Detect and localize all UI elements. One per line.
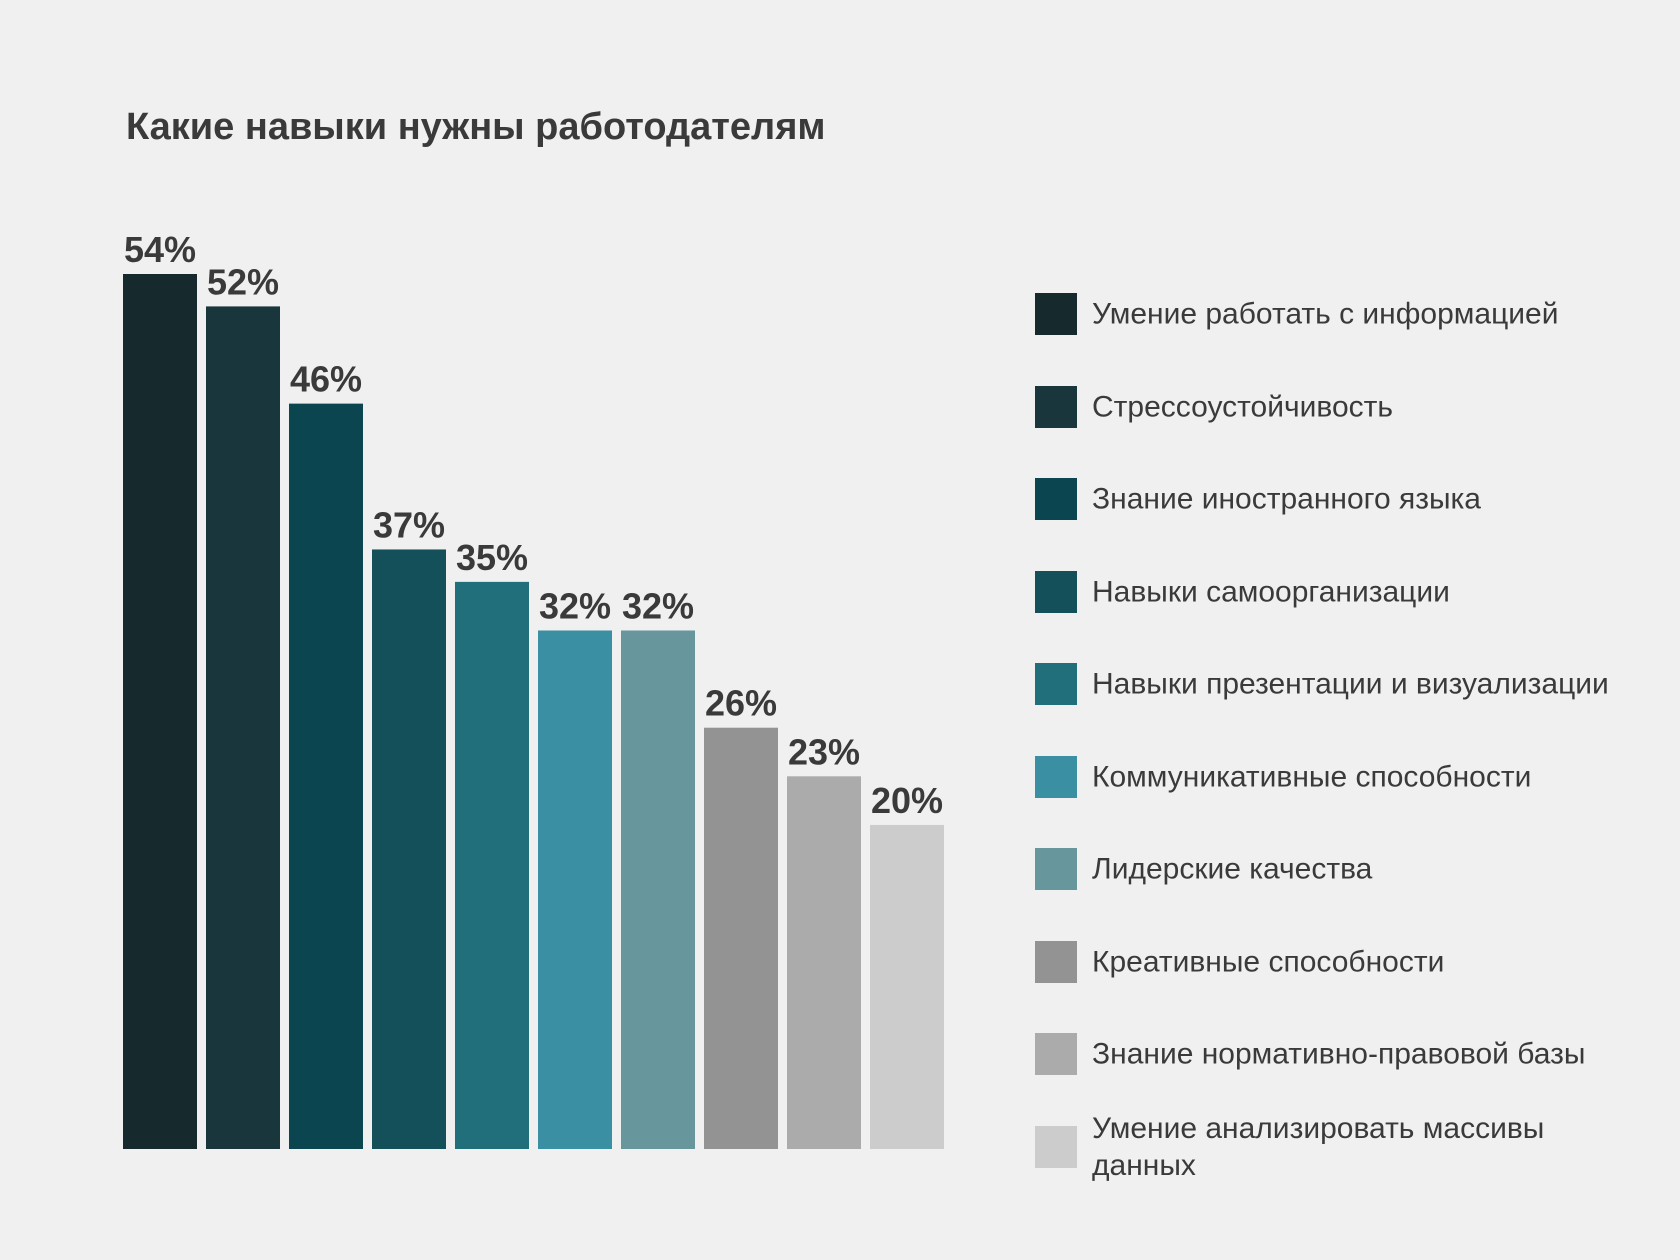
legend-label: Креативные способности <box>1092 945 1445 978</box>
legend-item: Умение работать с информацией <box>1035 268 1635 360</box>
value-label-7: 32% <box>622 585 694 626</box>
legend-swatch <box>1035 1125 1077 1168</box>
legend-label: Навыки самоорганизации <box>1092 575 1450 608</box>
legend-label: Умение работать с информацией <box>1092 297 1559 331</box>
legend-item: Знание иностранного языка <box>1035 453 1635 545</box>
bar-9 <box>787 776 861 1149</box>
bar-3 <box>289 403 363 1149</box>
bar-1 <box>123 274 197 1149</box>
bar-4 <box>372 549 446 1149</box>
legend-item: Знание нормативно-правовой базы <box>1035 1008 1635 1100</box>
legend-label: Лидерские качества <box>1092 852 1373 886</box>
legend-swatch <box>1035 1033 1077 1075</box>
legend-swatch <box>1035 755 1077 798</box>
legend-swatch <box>1035 663 1077 705</box>
legend-swatch <box>1035 385 1077 428</box>
value-label-10: 20% <box>871 780 943 821</box>
value-label-2: 52% <box>207 261 279 302</box>
legend-label: Коммуникативные способности <box>1092 760 1532 793</box>
legend-item: Навыки самоорганизации <box>1035 546 1635 638</box>
bar-2 <box>206 306 280 1149</box>
bar-5 <box>455 581 529 1149</box>
legend-swatch <box>1035 293 1077 335</box>
legend-swatch <box>1035 478 1077 520</box>
legend-label: Умение анализировать массивы данных <box>1092 1111 1545 1182</box>
legend-swatch <box>1035 940 1077 983</box>
bar-10 <box>870 824 944 1149</box>
value-label-6: 32% <box>539 585 611 626</box>
value-label-9: 23% <box>788 731 860 772</box>
value-label-4: 37% <box>373 504 445 545</box>
value-label-1: 54% <box>124 229 196 270</box>
legend-label: Знание нормативно-правовой базы <box>1092 1037 1586 1071</box>
legend-item: Умение анализировать массивы данных <box>1035 1101 1635 1193</box>
legend-swatch <box>1035 848 1077 890</box>
value-label-5: 35% <box>456 537 528 578</box>
legend-item: Креативные способности <box>1035 916 1635 1008</box>
legend-item: Коммуникативные способности <box>1035 731 1635 823</box>
bar-7 <box>621 630 695 1149</box>
legend-label: Стрессоустойчивость <box>1092 390 1394 423</box>
bar-6 <box>538 630 612 1149</box>
legend-item: Стрессоустойчивость <box>1035 361 1635 453</box>
bar-8 <box>704 727 778 1149</box>
bar-chart: 54% 52% 46% 37% 35% 32% 32% 26% 23% 20% <box>123 229 944 1149</box>
legend-label: Знание иностранного языка <box>1092 482 1481 516</box>
legend-item: Навыки презентации и визуализации <box>1035 638 1635 730</box>
chart-title: Какие навыки нужны работодателям <box>126 106 826 148</box>
legend-item: Лидерские качества <box>1035 823 1635 915</box>
value-label-3: 46% <box>290 359 362 400</box>
value-label-8: 26% <box>705 683 777 724</box>
legend-label: Навыки презентации и визуализации <box>1092 667 1609 701</box>
legend-swatch <box>1035 570 1077 613</box>
